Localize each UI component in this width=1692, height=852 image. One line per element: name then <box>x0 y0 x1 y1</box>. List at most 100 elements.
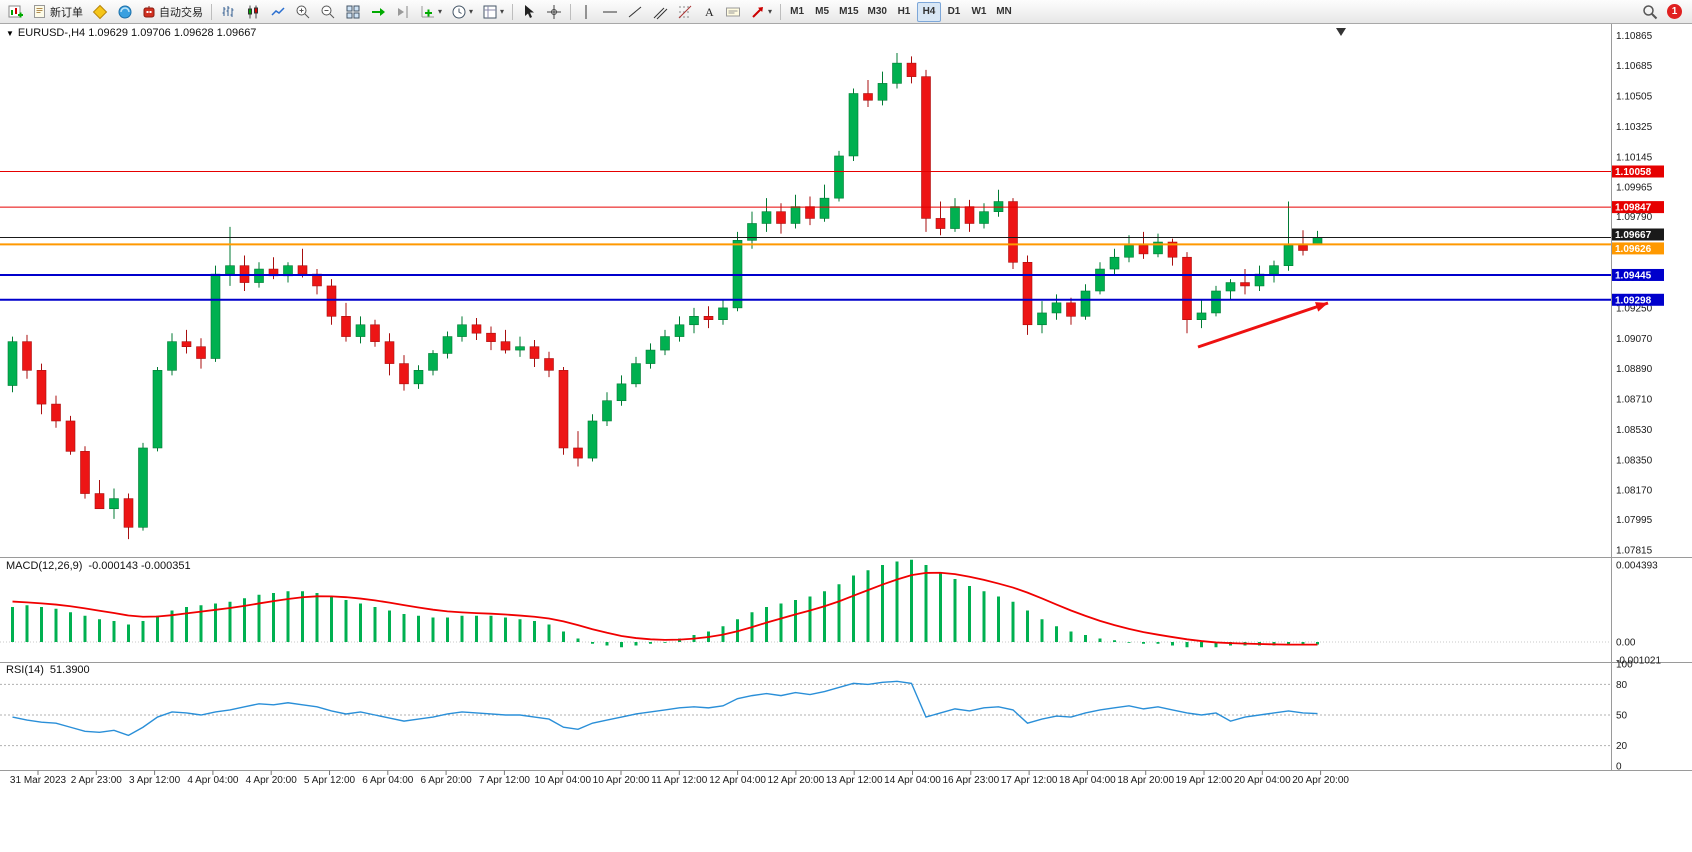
trendline-tool-button[interactable] <box>623 2 647 22</box>
arrows-dropdown-caret-icon: ▾ <box>768 7 773 16</box>
price-scale-label: 1.10685 <box>1616 61 1653 72</box>
price-marker-box <box>1612 228 1664 241</box>
time-axis-label: 11 Apr 12:00 <box>651 775 707 786</box>
clock-icon <box>451 4 467 20</box>
macd-histogram-bar <box>866 570 870 642</box>
auto-trading-button[interactable]: 自动交易 <box>138 2 207 22</box>
macd-histogram-bar <box>257 594 261 642</box>
search-button[interactable] <box>1638 2 1662 22</box>
fibonacci-tool-button[interactable] <box>673 2 697 22</box>
fibonacci-icon <box>677 4 693 20</box>
rsi-scale-label: 50 <box>1616 711 1628 722</box>
macd-histogram-bar <box>1011 601 1015 642</box>
macd-histogram-bar <box>953 579 957 642</box>
template-icon <box>482 4 498 20</box>
macd-histogram-bar <box>460 615 464 642</box>
timeframe-m15-button[interactable]: M15 <box>839 6 859 17</box>
horizontal-line-icon <box>602 6 618 18</box>
price-scale-label: 1.08530 <box>1616 425 1653 436</box>
macd-histogram-bar <box>243 598 246 642</box>
macd-histogram-bar <box>1069 631 1073 642</box>
macd-histogram-bar <box>388 610 391 642</box>
timeframe-mn-button[interactable]: MN <box>996 6 1012 17</box>
macd-histogram-bar <box>649 642 652 644</box>
macd-histogram-bar <box>1316 642 1319 645</box>
macd-histogram-bar <box>69 612 72 642</box>
timeframe-m1-button[interactable]: M1 <box>790 6 805 17</box>
templates-button[interactable]: ▾ <box>478 2 508 22</box>
new-order-icon <box>33 4 47 20</box>
macd-scale-label: 0.004393 <box>1616 561 1658 572</box>
notification-badge[interactable]: 1 <box>1667 4 1682 19</box>
price-scale-label: 1.08350 <box>1616 455 1653 466</box>
price-marker-box <box>1612 293 1664 306</box>
line-chart-mode-button[interactable] <box>266 2 290 22</box>
macd-histogram-bar <box>199 605 203 642</box>
macd-histogram-bar <box>982 591 986 642</box>
macd-histogram-bar <box>779 603 783 642</box>
indicators-button[interactable]: ▾ <box>416 2 446 22</box>
vertical-line-tool-button[interactable] <box>575 2 597 22</box>
new-chart-button[interactable] <box>4 2 28 22</box>
one-click-trading-toggle-icon[interactable]: ▼ <box>6 29 14 38</box>
macd-histogram-bar <box>852 575 855 642</box>
macd-histogram-bar <box>127 624 130 642</box>
auto-scroll-button[interactable] <box>366 2 390 22</box>
text-label-tool-button[interactable] <box>721 2 745 22</box>
zoom-in-button[interactable] <box>291 2 315 22</box>
time-axis-label: 10 Apr 20:00 <box>593 775 650 786</box>
macd-histogram-bar <box>634 642 638 646</box>
price-scale-label: 1.08890 <box>1616 364 1653 375</box>
strategy-tester-button[interactable] <box>113 2 137 22</box>
trendline-icon <box>627 4 643 20</box>
time-axis-label: 12 Apr 20:00 <box>768 775 825 786</box>
price-marker-label: 1.09445 <box>1615 270 1652 281</box>
macd-histogram-bar <box>431 617 435 642</box>
macd-histogram-bar <box>576 638 580 642</box>
chart-title: EURUSD-,H4 1.09629 1.09706 1.09628 1.096… <box>17 27 257 39</box>
time-axis-label: 5 Apr 12:00 <box>304 775 356 786</box>
macd-histogram-bar <box>373 607 377 642</box>
tile-windows-icon <box>345 4 361 20</box>
zoom-out-button[interactable] <box>316 2 340 22</box>
tile-windows-button[interactable] <box>341 2 365 22</box>
timeframe-w1-button[interactable]: W1 <box>971 6 987 17</box>
macd-histogram-bar <box>1098 638 1102 642</box>
annotation-arrow[interactable] <box>1197 301 1329 349</box>
timeframe-m5-button[interactable]: M5 <box>815 6 830 17</box>
price-scale-label: 1.10865 <box>1616 31 1653 42</box>
horizontal-line-tool-button[interactable] <box>598 2 622 22</box>
timeframe-h1-button[interactable]: H1 <box>897 6 911 17</box>
arrows-tool-button[interactable]: ▾ <box>746 2 776 22</box>
new-order-button[interactable]: 新订单 <box>29 2 87 22</box>
price-scale-label: 1.09790 <box>1616 212 1653 223</box>
rsi-indicator-label: RSI(14) 51.3900 <box>6 664 90 676</box>
macd-histogram-bar <box>1185 642 1189 648</box>
svg-text:A: A <box>705 5 714 19</box>
macd-histogram-bar <box>1055 626 1058 642</box>
periods-button[interactable]: ▾ <box>447 2 477 22</box>
timeframe-h4-button[interactable]: H4 <box>916 1 941 22</box>
timeframe-m30-button[interactable]: M30 <box>867 6 887 17</box>
metaeditor-button[interactable] <box>88 2 112 22</box>
macd-histogram-bar <box>794 600 797 642</box>
price-scale-label: 1.09250 <box>1616 303 1653 314</box>
arrow-tool-icon <box>750 4 766 20</box>
axes-layer: 1.10865 1.10685 1.10505 1.10325 1.10145 1.099… <box>0 24 1692 786</box>
text-label-icon <box>725 4 741 20</box>
time-axis-label: 6 Apr 20:00 <box>421 775 473 786</box>
timeframe-d1-button[interactable]: D1 <box>947 6 961 17</box>
crosshair-button[interactable] <box>542 2 566 22</box>
channel-tool-button[interactable] <box>648 2 672 22</box>
indicators-dropdown-caret-icon: ▾ <box>438 7 443 16</box>
time-axis-label: 18 Apr 20:00 <box>1117 775 1174 786</box>
text-tool-button[interactable]: A <box>698 2 720 22</box>
macd-histogram-bar <box>895 561 899 642</box>
candlestick-mode-button[interactable] <box>241 2 265 22</box>
chart-shift-button[interactable] <box>391 2 415 22</box>
time-axis-label: 16 Apr 23:00 <box>942 775 999 786</box>
bar-chart-mode-button[interactable] <box>216 2 240 22</box>
cursor-button[interactable] <box>517 2 541 22</box>
macd-histogram-bar <box>881 565 884 642</box>
